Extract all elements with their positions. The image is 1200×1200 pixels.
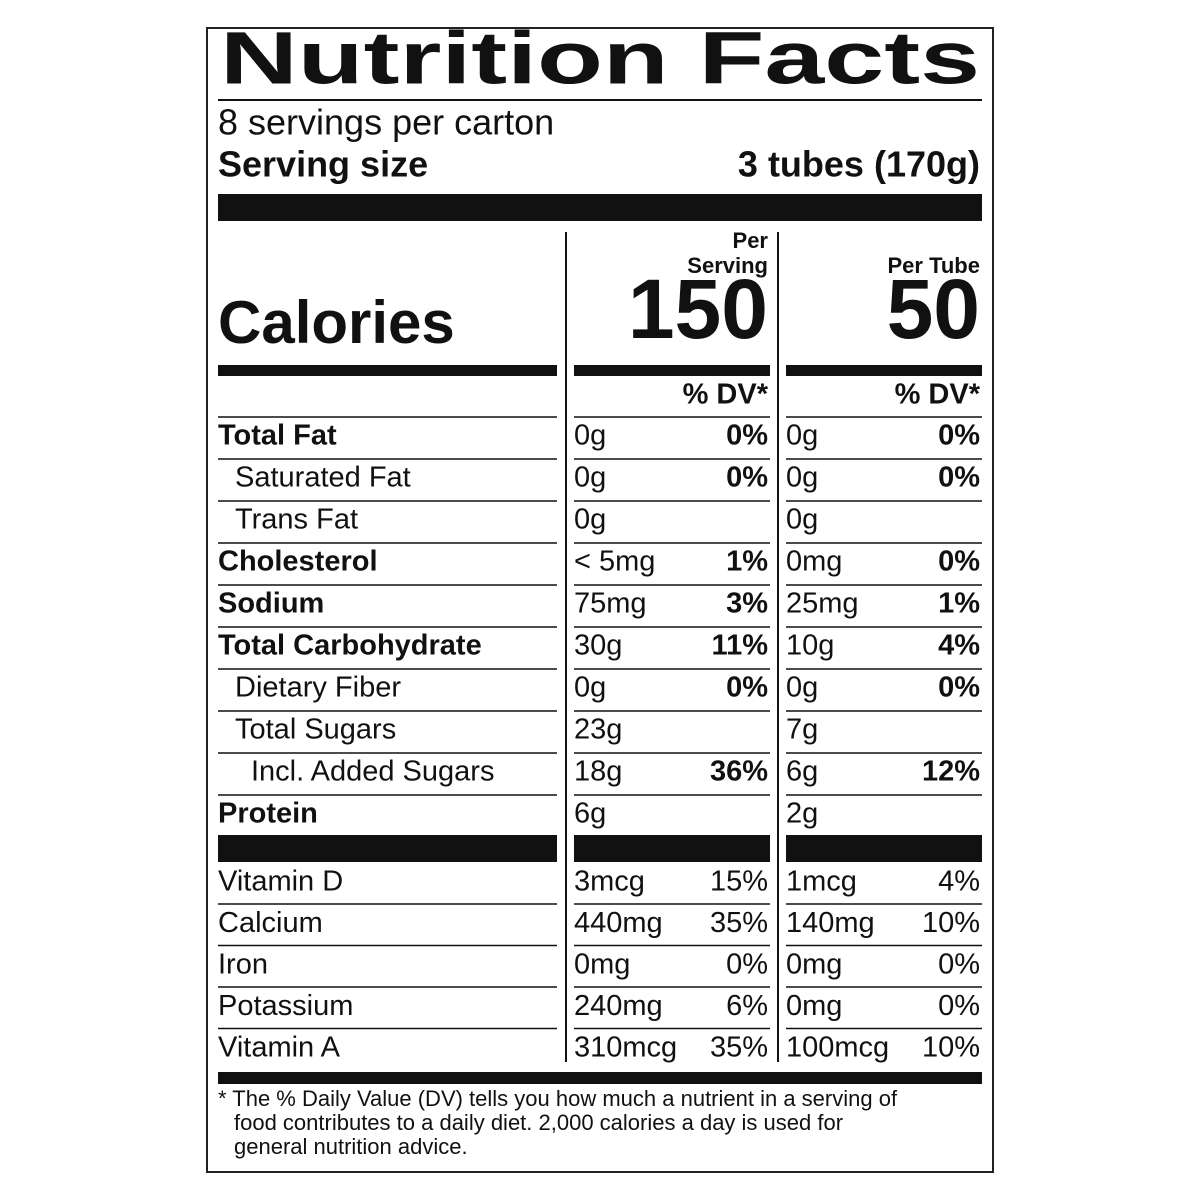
dv-header: % DV* bbox=[683, 379, 769, 411]
dv: 4% bbox=[938, 630, 980, 662]
dv: 1% bbox=[938, 588, 980, 620]
vitamin-name: Vitamin D bbox=[218, 866, 343, 898]
bar bbox=[786, 835, 982, 862]
title: Nutrition Facts bbox=[220, 17, 980, 100]
amount: 0g bbox=[786, 462, 818, 494]
amount: 310mcg bbox=[574, 1032, 677, 1064]
dv: 0% bbox=[938, 546, 980, 578]
bar bbox=[218, 835, 557, 862]
dv: 0% bbox=[938, 462, 980, 494]
column-header: Per bbox=[733, 228, 769, 253]
dv: 0% bbox=[726, 949, 768, 981]
thick-bar bbox=[218, 194, 982, 221]
amount: 3mcg bbox=[574, 866, 645, 898]
amount: 0mg bbox=[786, 990, 842, 1022]
amount: 0mg bbox=[574, 949, 630, 981]
amount: 30g bbox=[574, 630, 622, 662]
nutrient-name: Protein bbox=[218, 798, 318, 830]
footnote: food contributes to a daily diet. 2,000 … bbox=[234, 1110, 843, 1135]
dv: 0% bbox=[726, 420, 768, 452]
bar bbox=[218, 365, 557, 376]
calories-value: 150 bbox=[628, 262, 768, 356]
dv: 0% bbox=[726, 672, 768, 704]
amount: 0g bbox=[574, 462, 606, 494]
amount: 7g bbox=[786, 714, 818, 746]
dv: 10% bbox=[922, 1032, 980, 1064]
dv: 35% bbox=[710, 1032, 768, 1064]
amount: 140mg bbox=[786, 907, 875, 939]
dv: 0% bbox=[938, 949, 980, 981]
calories-value: 50 bbox=[887, 262, 980, 356]
amount: 440mg bbox=[574, 907, 663, 939]
dv: 0% bbox=[938, 990, 980, 1022]
amount: 0g bbox=[574, 504, 606, 536]
calories-label: Calories bbox=[218, 289, 455, 356]
dv: 0% bbox=[938, 420, 980, 452]
amount: < 5mg bbox=[574, 546, 655, 578]
amount: 6g bbox=[786, 756, 818, 788]
dv: 11% bbox=[712, 630, 769, 662]
dv-header: % DV* bbox=[895, 379, 981, 411]
amount: 0g bbox=[574, 420, 606, 452]
vitamin-name: Calcium bbox=[218, 907, 323, 939]
column-header: Per Tube bbox=[887, 253, 980, 278]
serving-size-label: Serving size bbox=[218, 144, 428, 185]
nutrient-name: Saturated Fat bbox=[235, 462, 411, 494]
dv: 15% bbox=[710, 866, 768, 898]
column-header: Serving bbox=[687, 253, 768, 278]
nutrient-name: Total Sugars bbox=[235, 714, 396, 746]
bar bbox=[574, 365, 770, 376]
dv: 0% bbox=[938, 672, 980, 704]
amount: 25mg bbox=[786, 588, 859, 620]
amount: 75mg bbox=[574, 588, 647, 620]
amount: 0g bbox=[786, 504, 818, 536]
nutrient-name: Dietary Fiber bbox=[235, 672, 401, 704]
amount: 6g bbox=[574, 798, 606, 830]
nutrient-name: Total Carbohydrate bbox=[218, 630, 482, 662]
nutrient-name: Total Fat bbox=[218, 420, 337, 452]
nutrient-name: Cholesterol bbox=[218, 546, 378, 578]
dv: 6% bbox=[726, 990, 768, 1022]
dv: 10% bbox=[922, 907, 980, 939]
amount: 10g bbox=[786, 630, 834, 662]
dv: 4% bbox=[938, 866, 980, 898]
amount: 1mcg bbox=[786, 866, 857, 898]
vitamin-name: Iron bbox=[218, 949, 268, 981]
vitamin-name: Vitamin A bbox=[218, 1032, 341, 1064]
footnote: general nutrition advice. bbox=[234, 1134, 468, 1159]
amount: 2g bbox=[786, 798, 818, 830]
serving-size: 3 tubes (170g) bbox=[738, 144, 980, 185]
dv: 3% bbox=[726, 588, 768, 620]
dv: 0% bbox=[726, 462, 768, 494]
dv: 1% bbox=[726, 546, 768, 578]
bottom-bar bbox=[218, 1072, 982, 1084]
footnote: * The % Daily Value (DV) tells you how m… bbox=[218, 1086, 898, 1111]
nutrient-name: Incl. Added Sugars bbox=[251, 756, 494, 788]
amount: 0g bbox=[786, 672, 818, 704]
vitamin-name: Potassium bbox=[218, 990, 353, 1022]
dv: 35% bbox=[710, 907, 768, 939]
dv: 36% bbox=[710, 756, 768, 788]
amount: 0g bbox=[574, 672, 606, 704]
servings: 8 servings per carton bbox=[218, 102, 554, 143]
amount: 18g bbox=[574, 756, 622, 788]
amount: 100mcg bbox=[786, 1032, 889, 1064]
amount: 0mg bbox=[786, 546, 842, 578]
bar bbox=[574, 835, 770, 862]
bar bbox=[786, 365, 982, 376]
amount: 240mg bbox=[574, 990, 663, 1022]
dv: 12% bbox=[922, 756, 980, 788]
amount: 0mg bbox=[786, 949, 842, 981]
nutrient-name: Trans Fat bbox=[235, 504, 358, 536]
amount: 23g bbox=[574, 714, 622, 746]
nutrient-name: Sodium bbox=[218, 588, 324, 620]
amount: 0g bbox=[786, 420, 818, 452]
